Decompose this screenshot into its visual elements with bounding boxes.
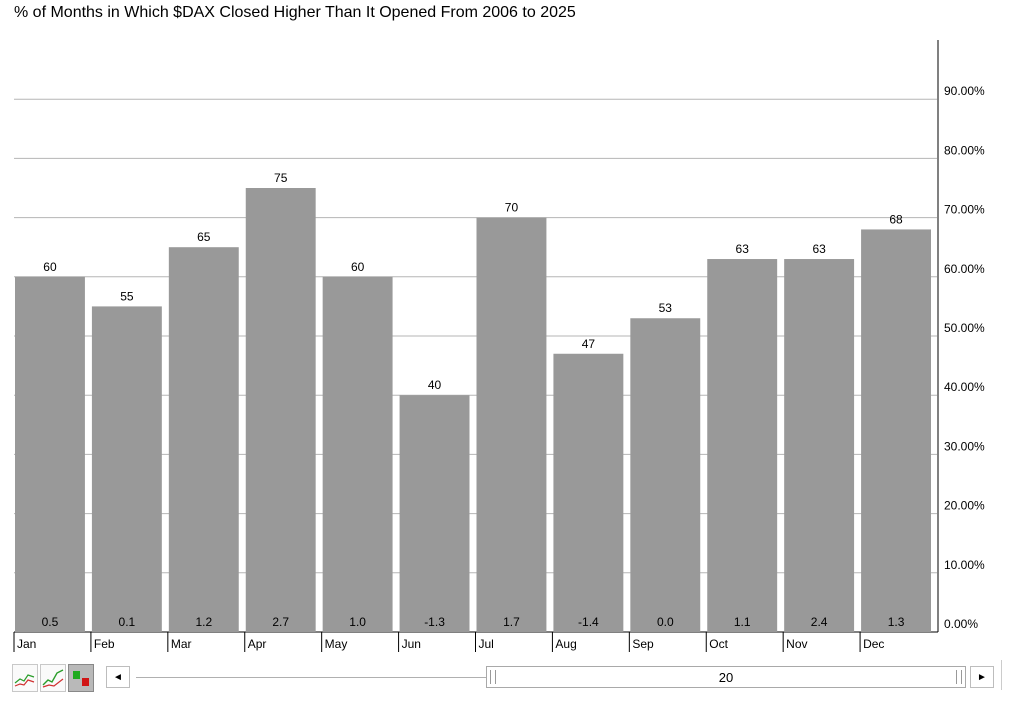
x-tick-label: Apr <box>248 637 267 651</box>
bar-bottom-label: 0.5 <box>42 615 59 629</box>
y-tick-label: 0.00% <box>944 617 978 631</box>
x-tick-label: Jul <box>479 637 494 651</box>
bar <box>399 395 470 632</box>
x-tick-label: Dec <box>863 637 884 651</box>
bar-bottom-label: -1.3 <box>424 615 445 629</box>
y-tick-label: 80.00% <box>944 143 985 157</box>
bar-value-label: 55 <box>120 289 134 303</box>
x-tick-label: Aug <box>555 637 576 651</box>
bar-bottom-label: 1.0 <box>349 615 366 629</box>
bar <box>476 217 547 632</box>
bar <box>245 188 316 632</box>
y-tick-label: 70.00% <box>944 203 985 217</box>
bar-value-label: 60 <box>43 260 57 274</box>
y-tick-label: 20.00% <box>944 499 985 513</box>
x-tick-label: Feb <box>94 637 115 651</box>
bar <box>553 353 624 632</box>
bar-bottom-label: 1.3 <box>888 615 905 629</box>
bar-value-label: 53 <box>659 301 673 315</box>
bar <box>91 306 162 632</box>
line-chart-icon[interactable] <box>12 664 38 692</box>
chart-area: 0.00% 10.00% 20.00% 30.00% 40.00% 50.00% 60.00… <box>13 40 985 652</box>
bar-value-label: 65 <box>197 230 211 244</box>
seasonality-bars-icon[interactable] <box>68 664 94 692</box>
bar-value-label: 60 <box>351 260 365 274</box>
y-tick-label: 60.00% <box>944 262 985 276</box>
scroll-left-button[interactable]: ◄ <box>106 666 130 688</box>
bar <box>784 259 855 632</box>
bar-value-label: 63 <box>736 242 750 256</box>
bar-bottom-label: 2.4 <box>811 615 828 629</box>
y-tick-label: 40.00% <box>944 380 985 394</box>
scroll-track[interactable] <box>136 677 486 678</box>
bar <box>861 229 931 632</box>
bar-value-label: 40 <box>428 378 442 392</box>
slider-right-grip[interactable] <box>956 670 962 684</box>
bar-value-label: 75 <box>274 171 288 185</box>
y-tick-label: 90.00% <box>944 84 985 98</box>
bar-bottom-label: 0.1 <box>119 615 136 629</box>
period-slider-thumb[interactable]: 20 <box>486 666 966 688</box>
bar-value-label: 68 <box>889 212 903 226</box>
performance-chart-icon[interactable] <box>40 664 66 692</box>
x-tick-label: Jun <box>402 637 421 651</box>
y-tick-label: 50.00% <box>944 321 985 335</box>
bar-value-label: 47 <box>582 337 596 351</box>
x-tick-label: Mar <box>171 637 192 651</box>
period-value: 20 <box>718 669 734 685</box>
bar <box>168 247 239 632</box>
x-tick-label: Sep <box>632 637 654 651</box>
bar-bottom-label: 1.1 <box>734 615 751 629</box>
bar-value-label: 70 <box>505 201 519 215</box>
bar-value-label: 63 <box>812 242 826 256</box>
x-tick-label: Jan <box>17 637 36 651</box>
bar-bottom-label: -1.4 <box>578 615 599 629</box>
x-tick-label: May <box>325 637 348 651</box>
bar <box>322 276 393 632</box>
y-tick-label: 10.00% <box>944 558 985 572</box>
x-tick-label: Oct <box>709 637 728 651</box>
slider-left-grip[interactable] <box>490 670 496 684</box>
bar <box>707 259 778 632</box>
scroll-right-button[interactable]: ► <box>970 666 994 688</box>
bar-bottom-label: 1.2 <box>195 615 212 629</box>
x-tick-label: Nov <box>786 637 807 651</box>
chart-title: % of Months in Which $DAX Closed Higher … <box>14 4 576 21</box>
bar-bottom-label: 0.0 <box>657 615 674 629</box>
bar-bottom-label: 2.7 <box>272 615 289 629</box>
bar <box>15 276 85 632</box>
y-tick-label: 30.00% <box>944 439 985 453</box>
bar <box>630 318 701 632</box>
bar-bottom-label: 1.7 <box>503 615 520 629</box>
toolbar-divider <box>1001 660 1002 690</box>
